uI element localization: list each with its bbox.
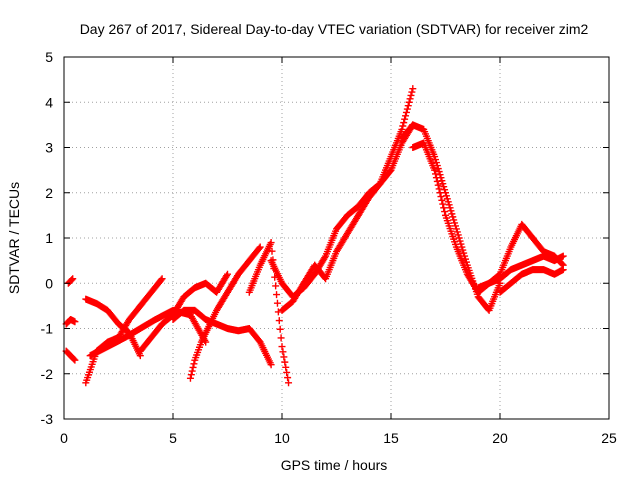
data-point xyxy=(408,88,416,96)
y-tick-label: 5 xyxy=(45,49,53,65)
data-point xyxy=(559,252,567,260)
data-point xyxy=(405,98,413,106)
data-point xyxy=(68,276,76,284)
data-point xyxy=(559,266,567,274)
data-point xyxy=(255,244,263,252)
data-point xyxy=(434,181,442,189)
y-tick-label: -1 xyxy=(41,321,54,337)
data-point xyxy=(69,275,77,283)
data-point xyxy=(275,317,283,325)
y-tick-label: 3 xyxy=(45,140,53,156)
series-track-a xyxy=(62,347,79,364)
series-track-o xyxy=(474,252,567,292)
x-tick-label: 15 xyxy=(383,430,399,446)
data-point xyxy=(189,363,197,371)
data-point xyxy=(282,363,290,371)
x-tick-label: 10 xyxy=(274,430,290,446)
data-point xyxy=(267,239,275,247)
x-tick-label: 25 xyxy=(601,430,617,446)
data-point xyxy=(433,177,441,185)
series-track-i xyxy=(186,243,264,382)
series-track-p xyxy=(496,266,567,296)
data-point xyxy=(321,254,329,262)
data-point xyxy=(441,208,449,216)
data-point xyxy=(268,247,276,255)
data-point xyxy=(432,170,440,178)
data-point xyxy=(402,112,410,120)
data-point xyxy=(279,348,287,356)
data-point xyxy=(70,355,78,363)
data-points xyxy=(62,85,567,387)
y-tick-label: 2 xyxy=(45,185,53,201)
data-point xyxy=(267,361,275,369)
data-point xyxy=(400,119,408,127)
series-track-l xyxy=(278,85,417,314)
data-point xyxy=(407,91,415,99)
data-point xyxy=(280,353,288,361)
y-tick-label: 1 xyxy=(45,230,53,246)
data-point xyxy=(431,166,439,174)
data-point xyxy=(281,358,289,366)
series-track-j xyxy=(245,239,293,387)
data-point xyxy=(284,374,292,382)
data-point xyxy=(558,260,566,268)
data-point xyxy=(71,356,79,364)
data-point xyxy=(158,275,166,283)
data-point xyxy=(272,282,280,290)
series-track-h xyxy=(169,306,275,369)
data-point xyxy=(399,122,407,130)
y-axis-label: SDTVAR / TECUs xyxy=(6,182,22,294)
data-point xyxy=(188,367,196,375)
data-point xyxy=(398,125,406,133)
data-point xyxy=(273,299,281,307)
data-point xyxy=(273,291,281,299)
data-point xyxy=(406,95,414,103)
data-point xyxy=(435,185,443,193)
data-point xyxy=(285,379,293,387)
data-point xyxy=(278,343,286,351)
data-point xyxy=(432,174,440,182)
data-point xyxy=(157,276,165,284)
y-tick-labels: -3 -2 -1 0 1 2 3 4 5 xyxy=(41,49,54,427)
data-point xyxy=(190,360,198,368)
x-tick-label: 0 xyxy=(60,430,68,446)
data-point xyxy=(403,105,411,113)
data-point xyxy=(404,102,412,110)
data-point xyxy=(402,108,410,116)
data-point xyxy=(274,308,282,316)
data-point xyxy=(186,374,194,382)
data-point xyxy=(440,204,448,212)
x-tick-label: 5 xyxy=(169,430,177,446)
data-point xyxy=(277,334,285,342)
x-tick-labels: 0 5 10 15 20 25 xyxy=(60,430,617,446)
y-tick-label: -2 xyxy=(41,366,54,382)
series-track-b xyxy=(62,315,79,328)
data-point xyxy=(276,325,284,333)
series-track-e xyxy=(82,295,144,360)
series-track-f xyxy=(86,306,210,360)
data-point xyxy=(439,200,447,208)
data-point xyxy=(283,368,291,376)
chart-title: Day 267 of 2017, Sidereal Day-to-day VTE… xyxy=(80,21,589,37)
data-point xyxy=(71,318,79,326)
y-tick-label: -3 xyxy=(41,411,54,427)
grid xyxy=(64,57,609,419)
data-point xyxy=(401,115,409,123)
data-point xyxy=(438,196,446,204)
y-tick-label: 4 xyxy=(45,94,53,110)
data-point xyxy=(436,189,444,197)
data-point xyxy=(409,85,417,93)
data-point xyxy=(187,371,195,379)
data-point xyxy=(224,270,231,278)
x-axis-label: GPS time / hours xyxy=(281,457,388,473)
ticks xyxy=(63,56,610,420)
y-tick-label: 0 xyxy=(45,275,53,291)
series-track-c xyxy=(64,275,77,287)
data-point xyxy=(437,193,445,201)
data-point xyxy=(256,243,264,251)
data-point xyxy=(223,272,231,280)
x-tick-label: 20 xyxy=(492,430,508,446)
